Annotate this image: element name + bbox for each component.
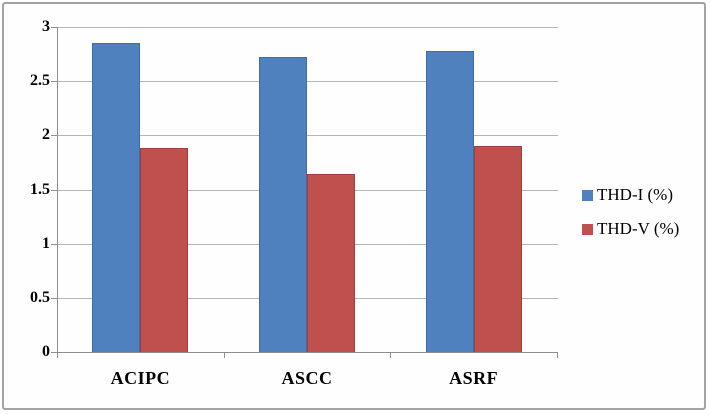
legend-label: THD-V (%) [597, 219, 680, 238]
y-axis-tick [51, 81, 57, 83]
y-axis-tick [51, 243, 57, 245]
x-axis-tick [390, 352, 392, 358]
bar-chart: 0 0.5 1 1.5 2 2.5 3 ACIPC ASCC ASRF [4, 4, 708, 412]
y-axis-tick-label: 1 [42, 234, 50, 252]
bar-thd-i-ascc [259, 57, 307, 352]
y-axis-tick-label: 0.5 [30, 288, 50, 306]
legend-item-thd-v: THD-V (%) [582, 218, 679, 240]
legend-swatch-blue-icon [582, 189, 593, 201]
y-axis-tick [51, 27, 57, 28]
x-axis-tick [223, 352, 225, 358]
gridline [57, 135, 558, 137]
x-axis-tick [57, 352, 58, 358]
y-axis-tick-label: 0 [42, 343, 50, 360]
y-axis-tick [51, 135, 57, 137]
chart-legend: THD-I (%) THD-V (%) [582, 184, 679, 252]
legend-swatch-red-icon [582, 223, 593, 235]
bar-thd-i-asrf [425, 50, 474, 352]
category-label-acipc: ACIPC [110, 368, 171, 388]
y-axis-tick-label: 2.5 [30, 72, 50, 90]
x-axis [57, 352, 558, 353]
bar-thd-v-asrf [473, 146, 522, 352]
y-axis-tick-label: 3 [42, 18, 50, 35]
gridline [57, 81, 558, 83]
y-axis-tick-label: 2 [42, 126, 50, 144]
x-axis-tick [557, 352, 558, 358]
category-label-asrf: ASRF [449, 368, 499, 388]
bar-thd-v-ascc [307, 174, 355, 352]
gridline [57, 27, 558, 28]
y-axis-tick [51, 297, 57, 299]
y-axis-tick [51, 189, 57, 191]
chart-frame: 0 0.5 1 1.5 2 2.5 3 ACIPC ASCC ASRF THD-I (%) THD… [2, 2, 706, 410]
bar-thd-v-acipc [140, 148, 189, 352]
y-axis-tick-label: 1.5 [30, 180, 50, 198]
y-axis-tick [51, 352, 57, 353]
y-axis [57, 27, 58, 353]
legend-item-thd-i: THD-I (%) [582, 184, 679, 206]
category-label-ascc: ASCC [281, 368, 333, 388]
legend-label: THD-I (%) [597, 185, 673, 204]
bar-thd-i-acipc [92, 43, 141, 352]
